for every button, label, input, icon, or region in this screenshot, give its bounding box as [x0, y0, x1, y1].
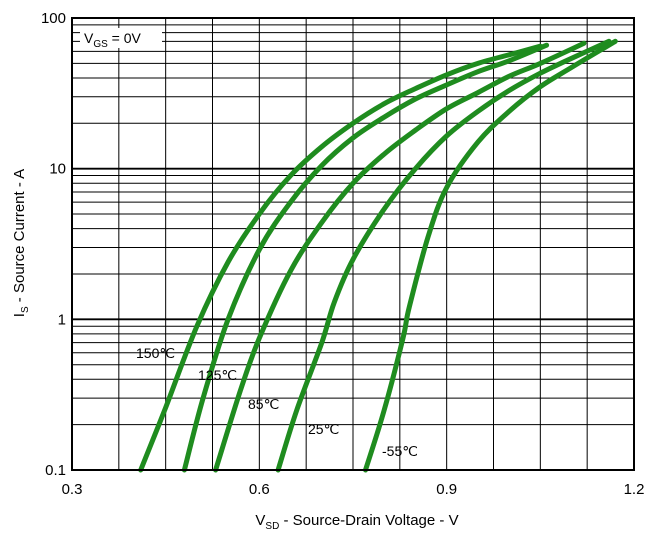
x-tick-label: 0.6	[249, 481, 270, 498]
series-labels: 150℃ 125℃ 85℃ 25℃ -55℃	[136, 345, 418, 459]
x-axis-title: VSD - Source-Drain Voltage - V	[255, 512, 458, 532]
x-tick-label: 1.2	[624, 481, 645, 498]
x-tick-label: 0.3	[62, 481, 83, 498]
x-tick-label: 0.9	[436, 481, 457, 498]
series-label-2: 85℃	[248, 396, 279, 412]
series-line-4	[363, 38, 618, 473]
series-label-3: 25℃	[308, 421, 339, 437]
plot-frame	[71, 17, 635, 471]
series-line-2	[213, 40, 587, 473]
series-label-0: 150℃	[136, 345, 175, 361]
series-line-0	[138, 43, 543, 473]
chart-frame	[71, 17, 635, 471]
y-tick-label: 10	[49, 161, 66, 178]
series-line-1	[181, 42, 550, 473]
series-line-3	[275, 38, 612, 473]
y-tick-label: 100	[41, 10, 66, 27]
y-tick-label: 1	[58, 311, 66, 328]
chart-ticks: 0.3 0.6 0.9 1.2 0.1 1 10 100	[41, 10, 644, 498]
y-axis-title: IS - Source Current - A	[11, 169, 31, 317]
chart-grid	[72, 18, 634, 470]
chart-curves	[138, 38, 618, 473]
condition-box	[80, 28, 162, 48]
y-tick-label: 0.1	[45, 462, 66, 479]
series-label-4: -55℃	[382, 443, 418, 459]
condition-label: VGS = 0V	[84, 30, 142, 50]
series-label-1: 125℃	[198, 367, 237, 383]
